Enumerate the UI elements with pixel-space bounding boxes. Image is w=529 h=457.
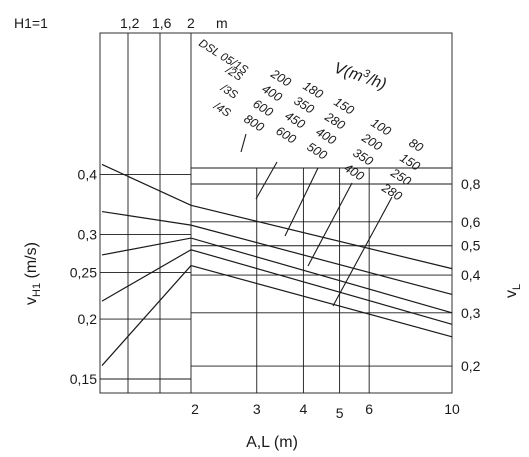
top-axis-unit: m	[216, 15, 228, 31]
leader-line-0	[240, 133, 247, 153]
series-line-2	[101, 237, 453, 314]
leader-line-3	[307, 182, 353, 267]
chart-frame	[99, 32, 453, 394]
left-tick-label-3: 0,2	[78, 311, 98, 327]
top-tick-2: 2	[187, 15, 195, 31]
series-line-4	[101, 264, 453, 366]
bottom-tick-label-4: 6	[365, 401, 373, 417]
right-tick-label-0: 0,8	[461, 176, 481, 192]
leader-line-2	[284, 167, 319, 237]
right-tick-label-5: 0,2	[461, 358, 481, 374]
right-tick-label-3: 0,4	[461, 267, 481, 283]
bottom-tick-label-2: 4	[300, 401, 308, 417]
right-tick-label-4: 0,3	[461, 305, 481, 321]
bottom-tick-label-1: 3	[253, 401, 261, 417]
series-line-3	[101, 249, 453, 325]
grid-layer	[99, 32, 453, 394]
bottom-tick-label-5: 10	[444, 401, 460, 417]
left-tick-label-0: 0,4	[78, 167, 98, 183]
right-tick-label-1: 0,6	[461, 214, 481, 230]
bottom-axis-title: A,L (m)	[246, 434, 298, 451]
label-layer: 0,4 0,3 0,25 0,2 0,15 0,8 0,6 0,5 0,4 0,3 0,2 2 3 4 5 6…	[70, 37, 481, 421]
flow-title: V(m3/h)	[332, 58, 389, 94]
top-tick-1-6: 1,6	[152, 15, 172, 31]
left-tick-label-1: 0,3	[78, 227, 98, 243]
left-axis-title: vH1 (m/s)	[23, 242, 43, 305]
left-tick-label-4: 0,15	[70, 371, 97, 387]
right-axis-title: vL	[503, 284, 523, 298]
left-tick-label-2: 0,25	[70, 265, 97, 281]
flow-value-4-0: 80	[406, 136, 425, 155]
bottom-tick-label-0: 2	[191, 401, 199, 417]
bottom-tick-label-3: 5	[336, 405, 344, 421]
right-tick-label-2: 0,5	[461, 238, 481, 254]
top-axis-label: H1=1	[14, 15, 48, 31]
leader-line-4	[332, 196, 393, 307]
model-label-2: /3S	[218, 82, 240, 102]
top-tick-1-2: 1,2	[120, 15, 140, 31]
curve-layer	[101, 133, 453, 366]
series-line-1	[101, 210, 453, 296]
leader-line-1	[255, 161, 278, 200]
model-label-3: /4S	[211, 100, 233, 120]
